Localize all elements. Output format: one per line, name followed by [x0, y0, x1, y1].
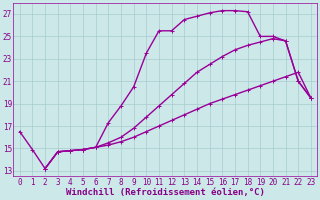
X-axis label: Windchill (Refroidissement éolien,°C): Windchill (Refroidissement éolien,°C): [66, 188, 265, 197]
